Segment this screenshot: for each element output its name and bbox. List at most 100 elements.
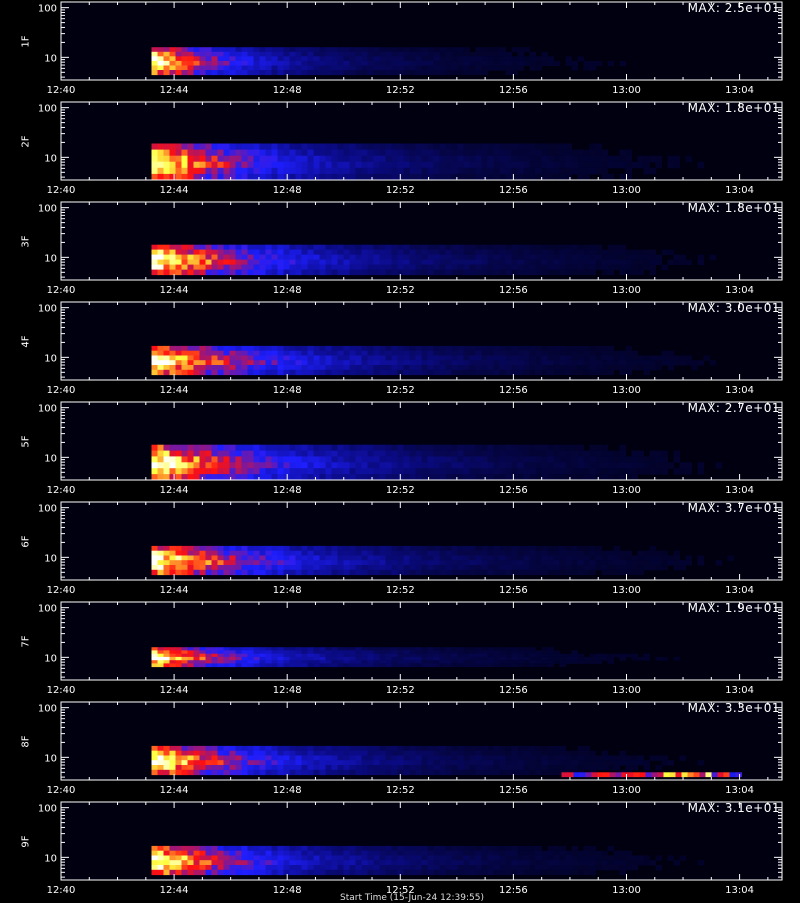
heatmap-cell bbox=[566, 346, 573, 351]
heatmap-cell bbox=[182, 168, 189, 175]
heatmap-cell bbox=[506, 260, 513, 266]
heatmap-cell bbox=[176, 346, 183, 351]
heatmap-cell bbox=[560, 360, 567, 365]
heatmap-cell bbox=[194, 168, 201, 175]
heatmap-cell bbox=[530, 663, 537, 667]
heatmap-cell bbox=[206, 150, 213, 157]
heatmap-cell bbox=[488, 245, 495, 251]
heatmap-cell bbox=[620, 565, 627, 570]
heatmap-cell bbox=[476, 370, 483, 375]
heatmap-cell bbox=[536, 250, 543, 256]
heatmap-cell bbox=[356, 52, 363, 57]
heatmap-cell bbox=[506, 250, 513, 256]
heatmap-cell bbox=[626, 156, 633, 163]
heatmap-cell bbox=[524, 560, 531, 565]
heatmap-cell bbox=[458, 468, 465, 474]
heatmap-cell bbox=[182, 365, 189, 370]
heatmap-cell bbox=[512, 462, 519, 468]
heatmap-cell bbox=[620, 551, 627, 556]
heatmap-cell bbox=[434, 70, 441, 75]
heatmap-cell bbox=[476, 657, 483, 661]
heatmap-cell bbox=[212, 663, 219, 667]
heatmap-cell bbox=[254, 865, 261, 870]
heatmap-cell bbox=[512, 451, 519, 457]
heatmap-cell bbox=[344, 144, 351, 151]
heatmap-cell bbox=[212, 856, 219, 861]
heatmap-cell bbox=[398, 451, 405, 457]
heatmap-cell bbox=[614, 570, 621, 575]
heatmap-cell bbox=[416, 650, 423, 654]
heatmap-cell bbox=[410, 851, 417, 856]
heatmap-cell bbox=[584, 751, 591, 756]
heatmap-cell bbox=[170, 150, 177, 157]
heatmap-cell bbox=[158, 356, 165, 361]
heatmap-cell bbox=[536, 270, 543, 276]
heatmap-cell bbox=[554, 162, 561, 169]
heatmap-cell bbox=[482, 52, 489, 57]
heatmap-cell bbox=[200, 162, 207, 169]
heatmap-cell bbox=[230, 456, 237, 462]
heatmap-cell bbox=[584, 565, 591, 570]
heatmap-cell bbox=[182, 245, 189, 251]
heatmap-cell bbox=[152, 156, 159, 163]
heatmap-cell bbox=[350, 370, 357, 375]
heatmap-cell bbox=[224, 150, 231, 157]
heatmap-cell bbox=[224, 746, 231, 751]
heatmap-cell bbox=[224, 647, 231, 651]
heatmap-cell bbox=[350, 846, 357, 851]
heatmap-cell bbox=[578, 551, 585, 556]
heatmap-cell bbox=[572, 462, 579, 468]
heatmap-cell bbox=[164, 70, 171, 75]
heatmap-cell bbox=[482, 770, 489, 775]
heatmap-cell bbox=[344, 860, 351, 865]
heatmap-cell bbox=[422, 351, 429, 356]
heatmap-cell bbox=[302, 663, 309, 667]
heatmap-cell bbox=[314, 657, 321, 661]
heatmap-cell bbox=[206, 346, 213, 351]
heatmap-cell bbox=[236, 570, 243, 575]
heatmap-cell bbox=[194, 654, 201, 658]
heatmap-cell bbox=[182, 654, 189, 658]
heatmap-cell bbox=[572, 560, 579, 565]
heatmap-cell bbox=[236, 870, 243, 875]
heatmap-cell bbox=[530, 468, 537, 474]
heatmap-cell bbox=[182, 663, 189, 667]
heatmap-cell bbox=[176, 255, 183, 261]
heatmap-cell bbox=[644, 654, 651, 658]
heatmap-cell bbox=[272, 570, 279, 575]
heatmap-cell bbox=[614, 451, 621, 457]
heatmap-cell bbox=[290, 657, 297, 661]
heatmap-cell bbox=[476, 250, 483, 256]
heatmap-cell bbox=[572, 570, 579, 575]
heatmap-cell bbox=[506, 245, 513, 251]
heatmap-cell bbox=[338, 770, 345, 775]
heatmap-cell bbox=[386, 556, 393, 561]
heatmap-cell bbox=[644, 456, 651, 462]
heatmap-cell bbox=[170, 351, 177, 356]
heatmap-cell bbox=[416, 654, 423, 658]
heatmap-cell bbox=[296, 255, 303, 261]
heatmap-cell bbox=[536, 660, 543, 664]
heatmap-cell bbox=[284, 865, 291, 870]
heatmap-cell bbox=[158, 351, 165, 356]
heatmap-cell bbox=[392, 61, 399, 66]
heatmap-cell bbox=[476, 66, 483, 71]
heatmap-cell bbox=[416, 370, 423, 375]
heatmap-cell bbox=[650, 546, 657, 551]
heatmap-cell bbox=[518, 551, 525, 556]
heatmap-cell bbox=[170, 365, 177, 370]
heatmap-cell bbox=[176, 654, 183, 658]
heatmap-cell bbox=[302, 760, 309, 765]
heatmap-cell bbox=[398, 61, 405, 66]
heatmap-cell bbox=[440, 456, 447, 462]
heatmap-cell bbox=[302, 765, 309, 770]
heatmap-cell bbox=[506, 565, 513, 570]
heatmap-cell bbox=[152, 70, 159, 75]
heatmap-cell bbox=[404, 551, 411, 556]
heatmap-cell bbox=[308, 551, 315, 556]
heatmap-cell bbox=[404, 270, 411, 276]
heatmap-cell bbox=[590, 445, 597, 451]
heatmap-cell bbox=[224, 70, 231, 75]
heatmap-cell bbox=[200, 346, 207, 351]
heatmap-cell bbox=[206, 451, 213, 457]
